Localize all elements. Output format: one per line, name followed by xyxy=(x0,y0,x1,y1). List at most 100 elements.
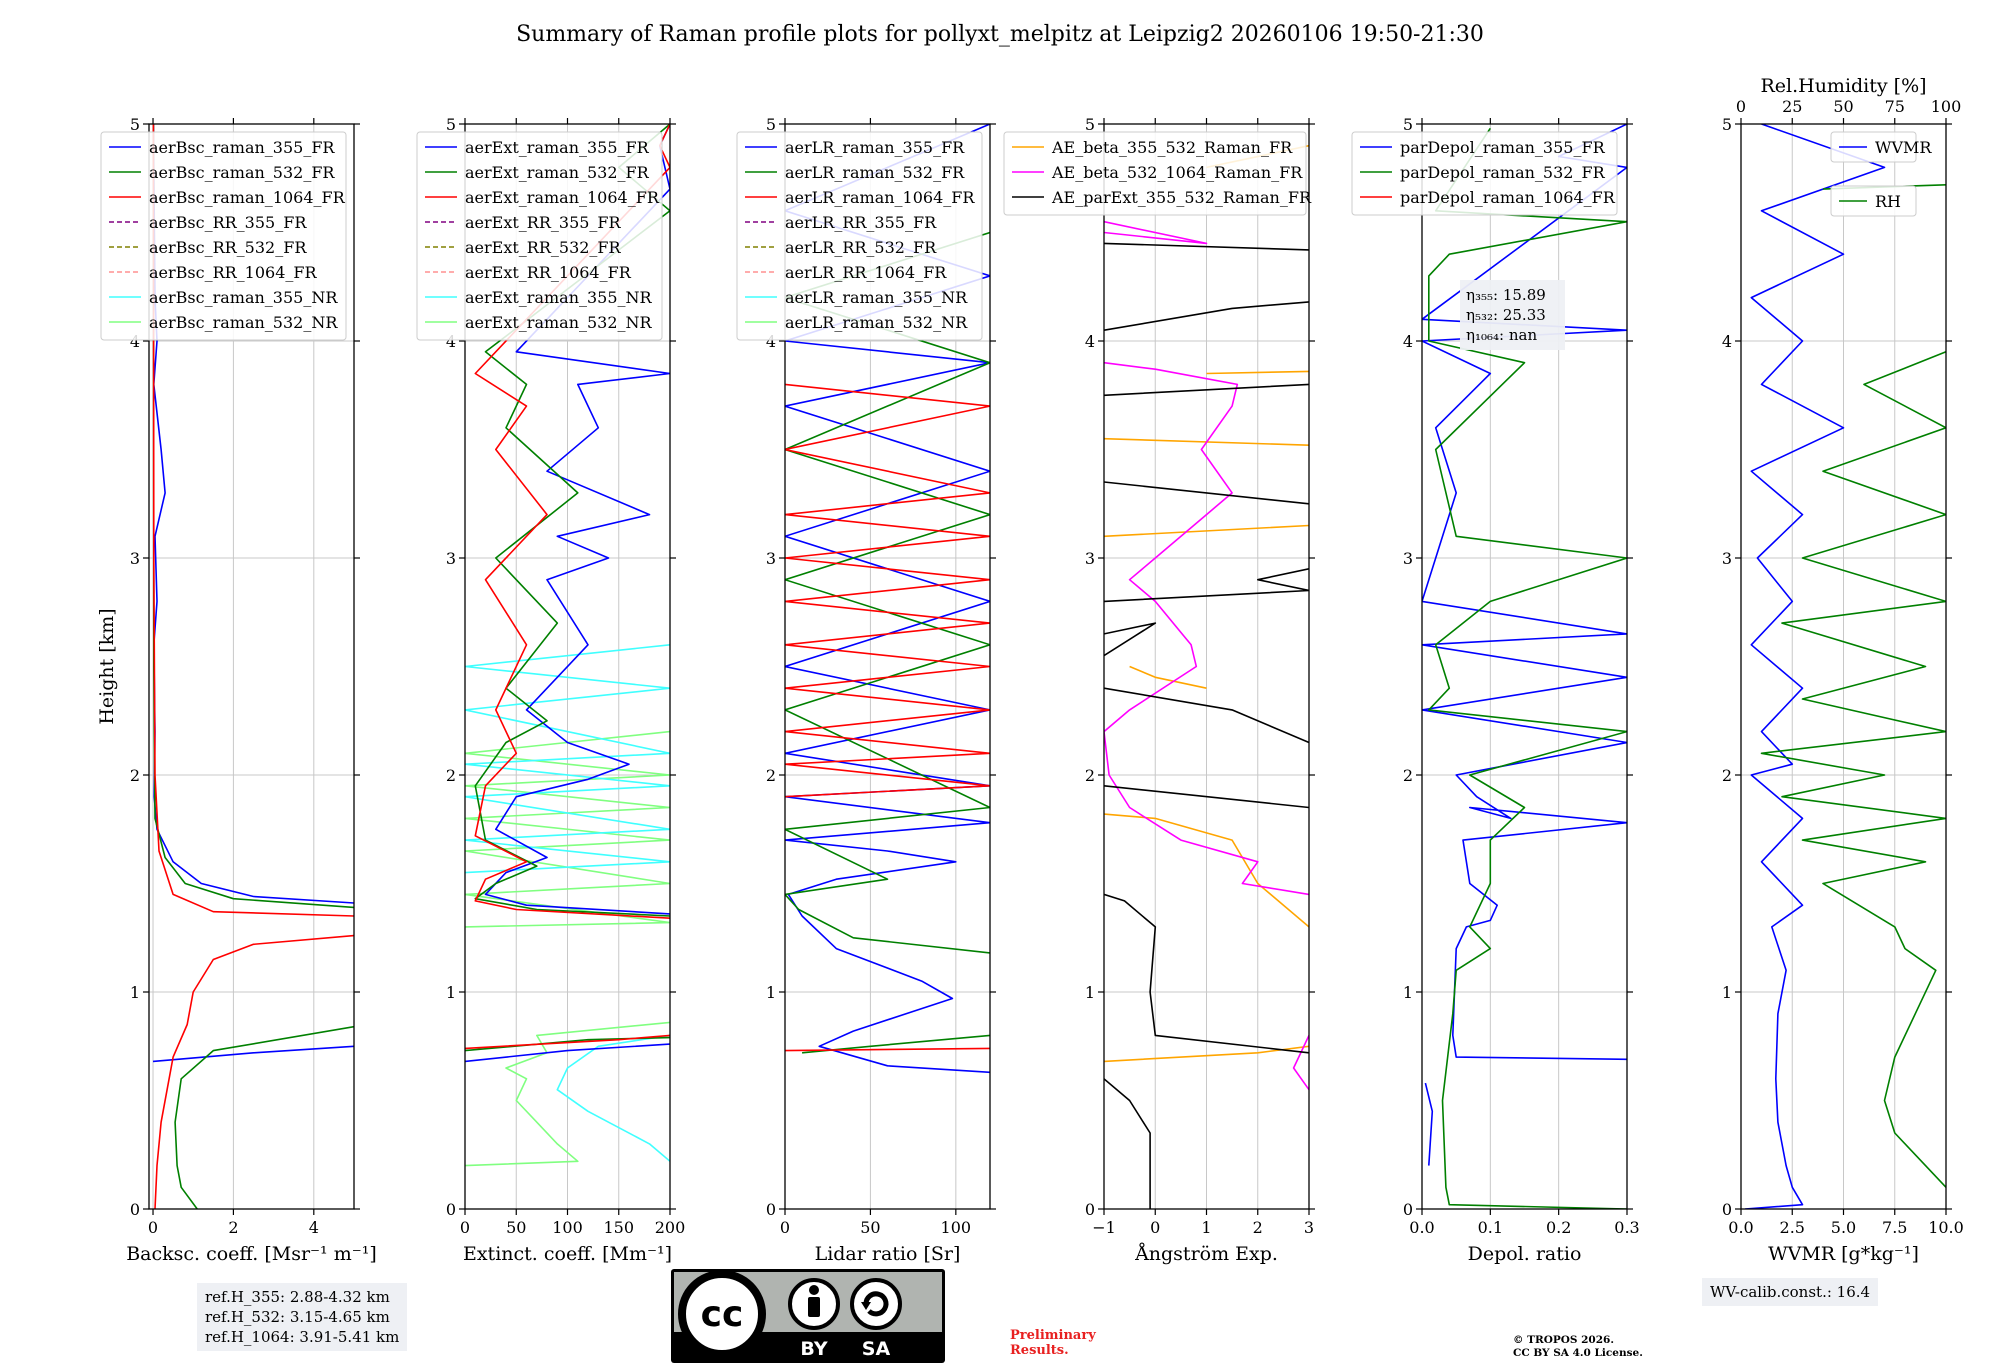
ytick-label-2: 2 xyxy=(1722,766,1732,785)
sa-label: SA xyxy=(862,1338,891,1360)
legend: AE_beta_355_532_Raman_FR AE_beta_532_1064… xyxy=(1003,131,1312,216)
ytick-label-0: 0 xyxy=(130,1200,140,1219)
legend-label-2: AE_parExt_355_532_Raman_FR xyxy=(1051,188,1312,207)
ytick-label-3: 3 xyxy=(1722,549,1732,568)
series-AE_parExt_355_532_Raman_FR xyxy=(1104,242,1309,1209)
legend-label-0: AE_beta_355_532_Raman_FR xyxy=(1051,138,1293,157)
ref-height-355: ref.H_355: 2.88-4.32 km xyxy=(205,1288,390,1306)
legend-label-7: aerBsc_raman_532_NR xyxy=(149,313,338,332)
ytick-label-5: 5 xyxy=(1085,115,1095,134)
depol-info-box: η₃₅₅: 15.89 η₅₃₂: 25.33 η₁₀₆₄: nan xyxy=(1460,280,1565,350)
xtick-label-0: 0.0 xyxy=(1409,1218,1434,1237)
top-xtick-label-0: 0 xyxy=(1736,97,1746,116)
legend-label-2: aerLR_raman_1064_FR xyxy=(785,188,975,207)
xtick-label-0: −1 xyxy=(1092,1218,1116,1237)
top-xtick-label-2: 50 xyxy=(1833,97,1853,116)
series-aerExt_raman_355_FR xyxy=(465,124,670,1063)
sa-icon xyxy=(850,1278,902,1330)
legend: aerBsc_raman_355_FR aerBsc_raman_532_FRae… xyxy=(100,131,347,341)
xtick-label-3: 2 xyxy=(1253,1218,1263,1237)
series-group xyxy=(1422,124,1627,1209)
ytick-label-5: 5 xyxy=(130,115,140,134)
xtick-label-3: 0.3 xyxy=(1614,1218,1639,1237)
legend-label-0: WVMR xyxy=(1875,138,1932,157)
ytick-label-1: 1 xyxy=(446,983,456,1002)
legend-label-7: aerExt_raman_532_NR xyxy=(465,313,653,332)
legend-label-7: aerLR_raman_532_NR xyxy=(785,313,968,332)
ytick-label-5: 5 xyxy=(1722,115,1732,134)
top-xtick-label-4: 100 xyxy=(1931,97,1962,116)
legend-label-1: aerExt_raman_532_FR xyxy=(465,163,650,182)
series-group xyxy=(1745,124,1946,1209)
figure-title: Summary of Raman profile plots for polly… xyxy=(516,22,1484,47)
ytick-label-5: 5 xyxy=(1403,115,1413,134)
xtick-label-4: 200 xyxy=(655,1218,686,1237)
legend-label-0: aerLR_raman_355_FR xyxy=(785,138,965,157)
ytick-label-1: 1 xyxy=(1722,983,1732,1002)
series-group xyxy=(1104,144,1309,1209)
legend-label-0: parDepol_raman_355_FR xyxy=(1400,138,1606,157)
xtick-label-1: 50 xyxy=(860,1218,880,1237)
ref-height-532: ref.H_532: 3.15-4.65 km xyxy=(205,1308,390,1326)
panel-depolarization: 0 1 2 3 4 5 0.0 0.1 0.2 0.3 parDepol_raman_355_FRp… xyxy=(1351,115,1640,1265)
legend-label-1: aerBsc_raman_532_FR xyxy=(149,163,335,182)
ytick-label-3: 3 xyxy=(766,549,776,568)
legend-label-4: aerBsc_RR_532_FR xyxy=(149,238,307,257)
axes-frame xyxy=(1740,123,1947,1210)
xtick-label-2: 1 xyxy=(1201,1218,1211,1237)
xtick-label-3: 150 xyxy=(603,1218,634,1237)
legend-label-1: RH xyxy=(1875,192,1901,211)
xtick-label-1: 0 xyxy=(1150,1218,1160,1237)
legend-frame xyxy=(416,131,663,341)
legend-label-6: aerLR_raman_355_NR xyxy=(785,288,968,307)
legend-label-0: aerExt_raman_355_FR xyxy=(465,138,650,157)
reference-height-box: ref.H_355: 2.88-4.32 km ref.H_532: 3.15-… xyxy=(197,1283,408,1351)
ytick-label-4: 4 xyxy=(1722,332,1732,351)
top-xtick-label-1: 25 xyxy=(1782,97,1802,116)
series-aerBsc_raman_1064_FR xyxy=(152,124,354,1209)
info-line-1: η₅₃₂: 25.33 xyxy=(1466,306,1546,324)
xtick-label-1: 2 xyxy=(228,1218,238,1237)
preliminary-line-1: Preliminary xyxy=(1010,1328,1096,1343)
legend-frame-0 xyxy=(1830,131,1917,163)
legend-frame xyxy=(1351,131,1618,216)
legend-label-4: aerLR_RR_532_FR xyxy=(785,238,937,257)
ytick-label-0: 0 xyxy=(1085,1200,1095,1219)
xtick-label-0: 0 xyxy=(460,1218,470,1237)
legend: aerExt_raman_355_FR aerExt_raman_532_FRae… xyxy=(416,131,663,341)
axes-frame xyxy=(464,123,671,1210)
ytick-label-4: 4 xyxy=(130,332,140,351)
ytick-label-5: 5 xyxy=(446,115,456,134)
cc-text: cc xyxy=(701,1294,744,1335)
axes-frame xyxy=(1421,123,1628,1210)
axes-frame xyxy=(148,123,355,1210)
xtick-label-0: 0.0 xyxy=(1728,1218,1753,1237)
preliminary-line-2: Results. xyxy=(1010,1343,1069,1358)
series-RH xyxy=(1760,184,1946,1188)
legend-label-6: aerBsc_raman_355_NR xyxy=(149,288,338,307)
ytick-label-0: 0 xyxy=(766,1200,776,1219)
top-xtick-label-3: 75 xyxy=(1885,97,1905,116)
ytick-label-4: 4 xyxy=(446,332,456,351)
legend-label-2: aerBsc_raman_1064_FR xyxy=(149,188,346,207)
ytick-label-2: 2 xyxy=(130,766,140,785)
legend-label-0: aerBsc_raman_355_FR xyxy=(149,138,335,157)
legend-label-3: aerBsc_RR_355_FR xyxy=(149,213,307,232)
panel-water_vapor: 0 1 2 3 4 5 0.0 2.5 5.0 7.5 10.0 0 25 50 75 100 Rel.Humi… xyxy=(1722,75,1964,1265)
legend: parDepol_raman_355_FR parDepol_raman_532_… xyxy=(1351,131,1618,216)
series-group xyxy=(152,124,354,1209)
xtick-label-2: 4 xyxy=(309,1218,319,1237)
x-axis-label: Ångström Exp. xyxy=(1134,1243,1278,1265)
axes-frame xyxy=(784,123,991,1210)
ytick-label-2: 2 xyxy=(446,766,456,785)
ytick-label-4: 4 xyxy=(766,332,776,351)
copyright-line-1: © TROPOS 2026. xyxy=(1513,1334,1615,1346)
x-axis-label: Lidar ratio [Sr] xyxy=(815,1243,961,1265)
legend-label-1: parDepol_raman_532_FR xyxy=(1400,163,1606,182)
copyright-note: © TROPOS 2026. CC BY SA 4.0 License. xyxy=(1513,1334,1643,1360)
ytick-label-0: 0 xyxy=(446,1200,456,1219)
series-aerLR_raman_355_FR xyxy=(785,124,990,1074)
preliminary-note: Preliminary Results. xyxy=(1010,1328,1096,1358)
ytick-label-1: 1 xyxy=(1403,983,1413,1002)
